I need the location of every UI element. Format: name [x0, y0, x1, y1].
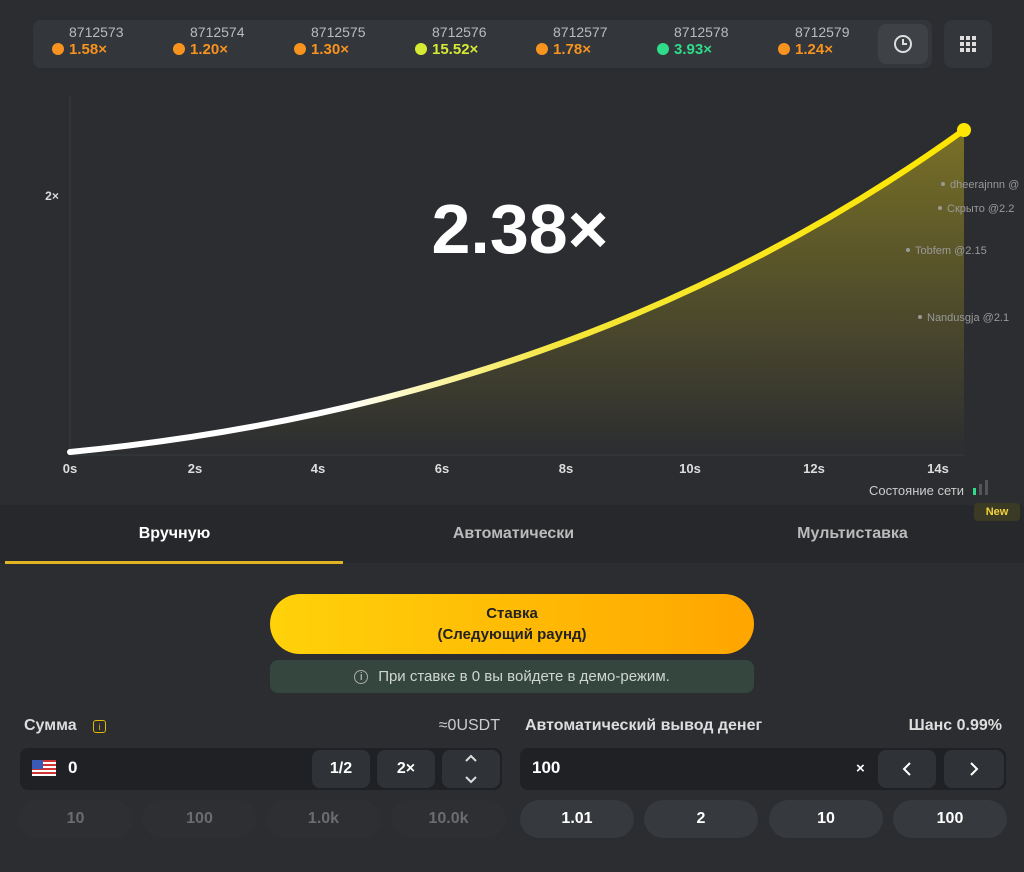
amount-preset[interactable]: 10 [18, 800, 133, 838]
round-id: 8712579 [795, 24, 850, 40]
left-icon [902, 762, 911, 776]
round-multiplier: 3.93× [674, 41, 712, 58]
curve [67, 127, 967, 455]
network-bars [973, 480, 988, 495]
x-label: 2s [188, 461, 202, 476]
history-item: 8712573 1.58× [52, 23, 124, 59]
amount-label: Сумма [24, 717, 77, 734]
amount-info[interactable]: i [93, 720, 106, 733]
cashout-label: Автоматический вывод денег [525, 717, 763, 734]
history-button[interactable] [878, 24, 928, 64]
status-dot [657, 43, 669, 55]
amount-preset[interactable]: 100 [142, 800, 257, 838]
amount-value: 0 [68, 758, 78, 777]
round-id: 8712573 [69, 24, 124, 40]
tab-indicator [5, 561, 343, 564]
tab[interactable]: Автоматически [452, 525, 575, 542]
cashout-preset[interactable]: 2 [644, 800, 758, 838]
x-label: 12s [803, 461, 825, 476]
cashout-preset[interactable]: 100 [893, 800, 1007, 838]
cashout-unit: × [856, 760, 865, 777]
decrease-button[interactable] [878, 750, 936, 788]
player-cashout: Tobfem @2.15 [915, 245, 987, 257]
status-dot [415, 43, 427, 55]
right-icon [970, 762, 979, 776]
current-multiplier: 2.38× [431, 190, 608, 268]
x-label: 0s [63, 461, 77, 476]
info-box: i При ставке в 0 вы войдете в демо-режим… [270, 660, 754, 693]
status-dot [173, 43, 185, 55]
history-item: 8712575 1.30× [294, 23, 366, 59]
tabs: Вручную Автоматически Мультиставка [0, 505, 1024, 563]
history-item: 8712574 1.20× [173, 23, 245, 59]
y-label: 2× [45, 189, 59, 203]
player-dot [938, 206, 942, 210]
player-cashout: dheerajnnn @ [950, 179, 1019, 191]
history-item: 8712576 15.52× [415, 23, 487, 59]
curve-area [70, 130, 964, 455]
amount-preset[interactable]: 1.0k [266, 800, 381, 838]
stepper-button[interactable] [442, 750, 500, 788]
grid-icon [960, 36, 976, 52]
round-multiplier: 15.52× [432, 41, 479, 58]
round-id: 8712577 [553, 24, 608, 40]
cashout-preset[interactable]: 1.01 [520, 800, 634, 838]
bet-button[interactable]: Ставка (Следующий раунд) [270, 594, 754, 654]
info-icon: i [354, 669, 369, 684]
curve-head [957, 123, 971, 137]
amount-usdt: ≈0USDT [438, 717, 500, 734]
flag [32, 760, 56, 776]
chance: Шанс 0.99% [908, 717, 1002, 734]
status-dot [778, 43, 790, 55]
increase-button[interactable] [944, 750, 1004, 788]
history-item: 8712578 3.93× [657, 23, 729, 59]
status-dot [52, 43, 64, 55]
amount-preset[interactable]: 10.0k [391, 800, 506, 838]
menu-button[interactable] [944, 20, 992, 68]
round-multiplier: 1.78× [553, 41, 591, 58]
round-multiplier: 1.20× [190, 41, 228, 58]
history-item: 8712579 1.24× [778, 23, 850, 59]
player-cashout: Nandusgja @2.1 [927, 312, 1009, 324]
round-id: 8712576 [432, 24, 487, 40]
cashout-value: 100 [532, 758, 561, 777]
round-id: 8712578 [674, 24, 729, 40]
status-dot [536, 43, 548, 55]
new-badge: New [974, 503, 1020, 521]
player-dot [906, 248, 910, 252]
double-button[interactable]: 2× [377, 750, 435, 788]
x-label: 14s [927, 461, 949, 476]
player-dot [941, 182, 945, 186]
round-id: 8712575 [311, 24, 366, 40]
player-cashout: Скрыто @2.2 [947, 203, 1014, 215]
graph: 2× 2.38× Состояние сети 0s 2s 4s 6s 8s 10s 12s… [45, 95, 1019, 498]
stepper-icon [465, 754, 477, 784]
round-multiplier: 1.58× [69, 41, 107, 58]
x-label: 6s [435, 461, 449, 476]
x-label: 8s [559, 461, 573, 476]
tab[interactable]: Вручную [138, 525, 211, 542]
player-dot [918, 315, 922, 319]
clock-icon [894, 35, 912, 53]
round-id: 8712574 [190, 24, 245, 40]
status-dot [294, 43, 306, 55]
history-item: 8712577 1.78× [536, 23, 608, 59]
network-status: Состояние сети [869, 483, 964, 498]
info-text: При ставке в 0 вы войдете в демо-режим. [378, 668, 670, 685]
x-label: 10s [679, 461, 701, 476]
cashout-preset[interactable]: 10 [769, 800, 883, 838]
round-multiplier: 1.24× [795, 41, 833, 58]
bet-title: Ставка [486, 605, 538, 622]
round-multiplier: 1.30× [311, 41, 349, 58]
x-label: 4s [311, 461, 325, 476]
half-button[interactable]: 1/2 [312, 750, 370, 788]
bet-subtitle: (Следующий раунд) [437, 626, 587, 643]
tab[interactable]: Мультиставка [797, 525, 908, 542]
